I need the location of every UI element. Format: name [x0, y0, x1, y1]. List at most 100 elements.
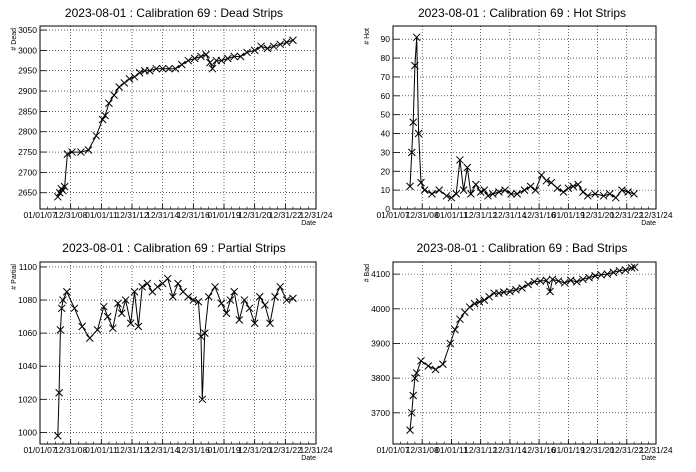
data-point [257, 42, 265, 51]
x-axis-label: Date [641, 455, 656, 462]
data-point [411, 374, 419, 382]
data-point [68, 148, 76, 156]
data-point [230, 52, 239, 61]
data-point [266, 319, 274, 328]
data-point [70, 304, 79, 313]
data-point [621, 266, 630, 274]
data-point [412, 369, 421, 377]
data-point [197, 52, 205, 61]
data-point [222, 309, 231, 318]
data-point [407, 148, 416, 157]
data-point [121, 296, 130, 304]
data-point [230, 287, 239, 296]
data-point [171, 64, 180, 73]
data-point [103, 312, 112, 321]
data-point [250, 319, 259, 328]
series-line [409, 37, 635, 199]
data-point [442, 191, 451, 200]
data-point [524, 280, 532, 289]
data-point [513, 190, 521, 198]
data-point [184, 292, 193, 301]
data-point [530, 277, 539, 286]
data-point [255, 292, 264, 301]
data-point [200, 329, 209, 337]
data-point [406, 182, 414, 191]
data-point [465, 303, 474, 311]
x-tick-label: 12/31/14 [146, 445, 179, 455]
y-tick-label: 30 [381, 147, 391, 157]
data-point [117, 309, 126, 318]
x-tick-label: 01/01/19 [207, 210, 240, 220]
data-point [409, 391, 418, 400]
data-point [130, 287, 139, 296]
data-point [537, 171, 546, 179]
x-tick-label: 12/31/12 [464, 210, 497, 220]
plot-frame [392, 25, 657, 210]
data-point [630, 190, 638, 198]
y-tick-label: 20 [381, 166, 391, 176]
data-point [243, 48, 251, 57]
data-point [223, 54, 232, 63]
data-point [174, 279, 182, 288]
data-point [271, 292, 279, 301]
data-point [105, 99, 113, 108]
data-point [99, 302, 108, 311]
data-point [424, 362, 433, 370]
data-point [120, 79, 129, 87]
data-point [226, 296, 235, 304]
data-point [512, 285, 520, 294]
data-point [475, 298, 484, 306]
data-point [566, 276, 575, 285]
data-point [169, 292, 177, 301]
x-tick-label: 01/01/19 [207, 445, 240, 455]
data-point [603, 270, 612, 278]
data-point [177, 60, 186, 69]
chart-title: 2023-08-01 : Calibration 69 : Partial St… [62, 241, 285, 255]
x-tick-label: 12/31/24 [639, 210, 672, 220]
data-point [250, 46, 259, 55]
data-point [63, 150, 72, 158]
data-point [158, 64, 167, 73]
data-point [591, 190, 600, 198]
data-point [98, 115, 107, 124]
data-point [605, 190, 614, 198]
data-point [451, 325, 459, 334]
x-tick-label: 12/31/22 [610, 210, 643, 220]
data-point [134, 322, 143, 331]
y-tick-label: 3900 [371, 338, 390, 348]
y-tick-label: 2900 [18, 86, 37, 96]
data-point [574, 180, 582, 189]
y-axis-label: # Dead [11, 28, 18, 51]
data-point [236, 52, 245, 61]
y-tick-label: 80 [381, 53, 391, 63]
x-tick-label: 12/31/20 [238, 210, 271, 220]
data-point [484, 191, 492, 200]
y-tick-label: 60 [381, 91, 391, 101]
data-point [152, 64, 161, 73]
data-point [282, 296, 291, 304]
y-tick-label: 3800 [371, 373, 390, 383]
y-tick-label: 2650 [18, 188, 37, 198]
data-point [597, 270, 606, 279]
data-point [507, 190, 515, 198]
data-point [165, 64, 173, 73]
x-tick-label: 12/31/08 [54, 210, 87, 220]
data-point [115, 83, 124, 91]
x-tick-label: 01/01/11 [85, 445, 118, 455]
data-point [114, 299, 122, 308]
y-tick-label: 3050 [18, 25, 37, 35]
y-tick-label: 2800 [18, 127, 37, 137]
data-point [190, 54, 199, 63]
data-point [240, 296, 249, 304]
y-tick-label: 4100 [371, 269, 390, 279]
y-tick-label: 1040 [18, 361, 37, 371]
data-point [163, 274, 172, 283]
x-tick-label: 12/31/08 [406, 445, 439, 455]
data-point [456, 315, 464, 324]
x-tick-label: 01/01/11 [435, 210, 468, 220]
data-point [518, 284, 526, 292]
x-tick-label: 01/01/07 [376, 210, 409, 220]
y-tick-label: 4000 [371, 304, 390, 314]
data-point [609, 268, 618, 277]
y-tick-label: 1020 [18, 394, 37, 404]
